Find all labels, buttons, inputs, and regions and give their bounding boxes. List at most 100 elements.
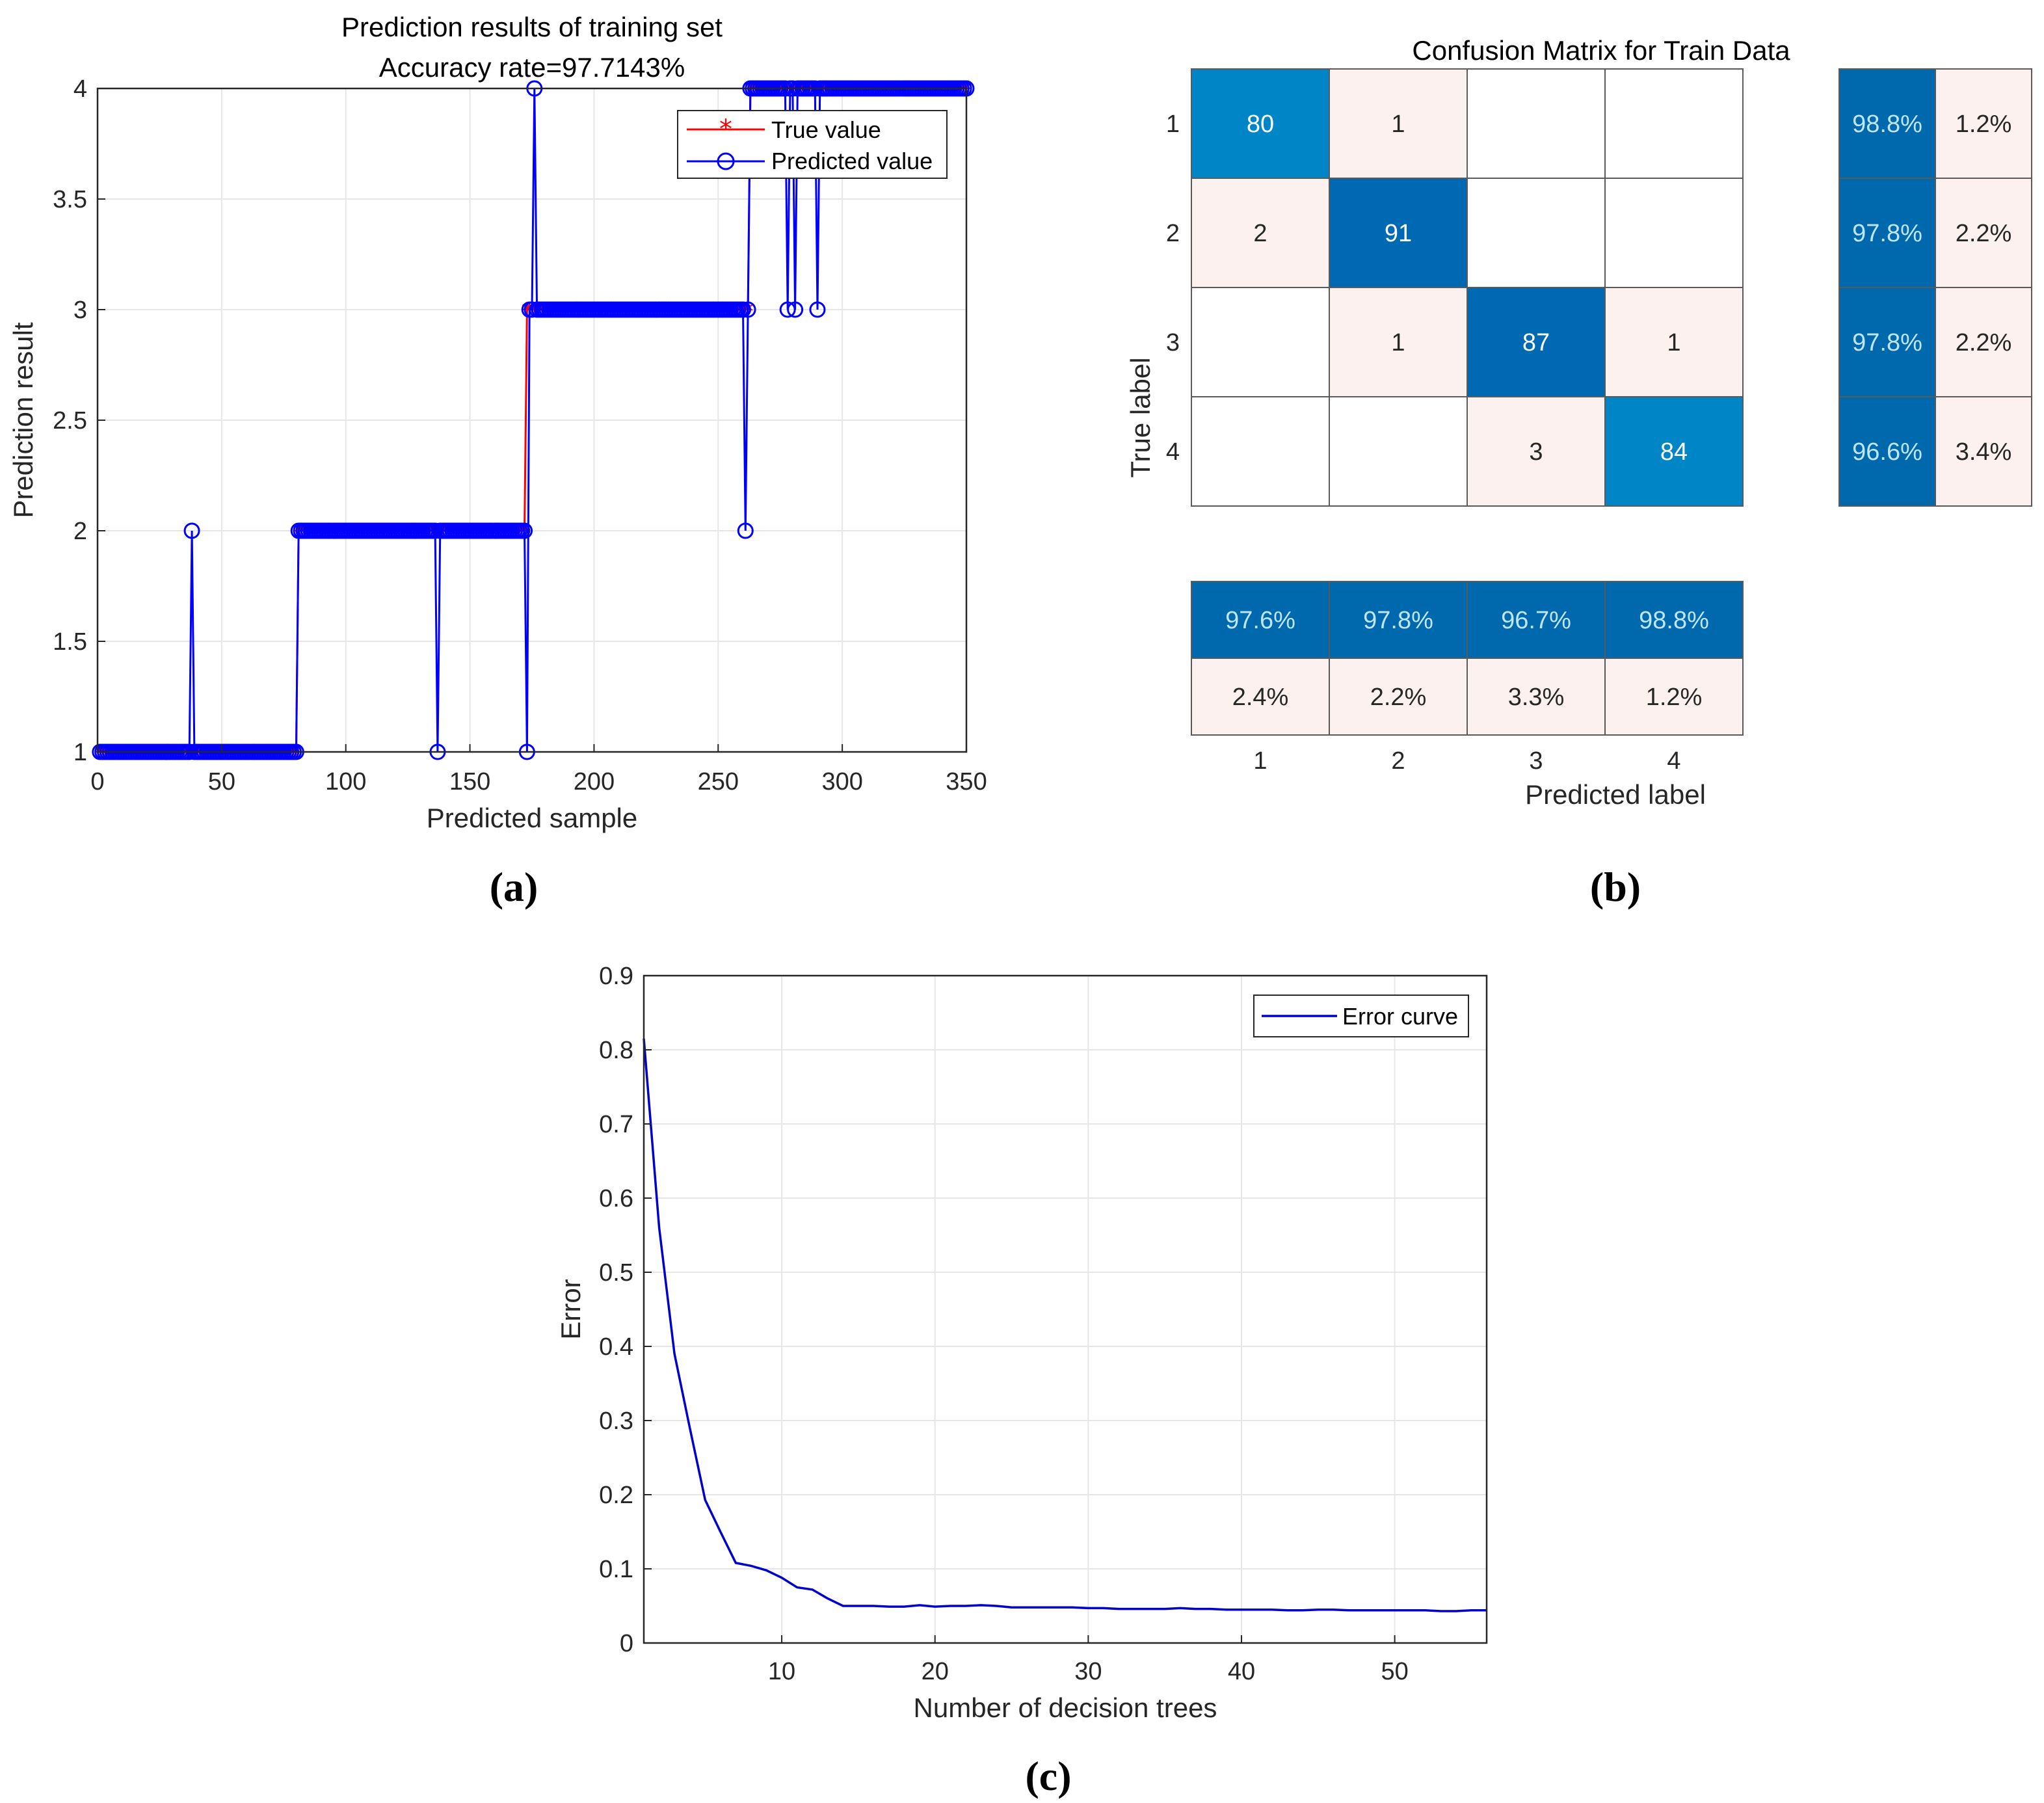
confusion-matrix: 80 1 2 91 1 87 1 3 84 [1191,68,1744,507]
matrix-cell [1467,178,1606,288]
column-summary-wrong-cell [1467,658,1606,736]
chart-a-ylabel: Prediction result [8,322,38,518]
error-curve-line [643,1038,1487,1612]
column-summary-correct-value: 98.8% [1639,607,1709,634]
row-summary-correct-cell [1838,287,1936,397]
chart-c-ytick-label: 0.3 [599,1408,633,1435]
matrix-cell-value: 1 [1391,329,1405,356]
matrix-cell [1191,287,1330,397]
row-summary-wrong-value: 2.2% [1956,329,2012,356]
chart-a-legend-true-label: True value [771,116,881,143]
chart-a-xtick-label: 250 [698,768,739,795]
column-summary-wrong-value: 3.3% [1508,684,1565,711]
row-summary-wrong-cell [1935,178,2032,288]
column-summary-wrong-value: 2.4% [1232,684,1289,711]
chart-a-ytick-label: 3.5 [53,186,87,213]
chart-a-series: ****************************************… [92,77,975,767]
chart-a-xtick-label: 100 [325,768,366,795]
predicted-value-point [737,522,754,539]
column-summary-correct-cell [1467,581,1606,659]
chart-c-xtick-label: 30 [1074,1658,1102,1685]
chart-c: 10 20 30 40 50 0 0.1 0.2 0.3 0.4 0.5 0.6 0.7 0.8 0.9 N… [555,963,1488,1799]
row-summary-correct-value: 97.8% [1852,220,1922,247]
panel-label-a: (a) [490,864,538,910]
true-class-label: 3 [1166,329,1180,356]
chart-c-ytick-label: 0.2 [599,1482,633,1509]
chart-b: Confusion Matrix for Train Data 80 12 911 8… [1125,35,2032,910]
chart-c-ytick-label: 0.5 [599,1259,633,1287]
chart-a-legend: * True value Predicted value [677,110,948,179]
matrix-cell [1604,396,1744,507]
chart-c-ticks: 10 20 30 40 50 0 0.1 0.2 0.3 0.4 0.5 0.6 0.7 0.8 0.9 [599,963,1409,1685]
matrix-cell-value: 1 [1667,329,1680,356]
matrix-cell-value: 1 [1391,111,1405,138]
chart-c-ytick-label: 0.4 [599,1333,633,1361]
chart-a-xtick-label: 0 [90,768,104,795]
predicted-class-label: 4 [1667,747,1680,775]
matrix-cell [1329,178,1468,288]
chart-c-plot-background [644,976,1487,1643]
chart-c-xlabel: Number of decision trees [914,1692,1217,1723]
column-summary-correct-cell [1604,581,1744,659]
matrix-cell [1191,396,1330,507]
matrix-cell-value: 87 [1522,329,1550,356]
chart-a-xtick-label: 350 [946,768,987,795]
chart-a-ticks: 0 50 100 150 200 250 300 350 1 1.5 2 2.5 3 3.5 4 [53,75,987,795]
chart-a-subtitle: Accuracy rate=97.7143% [379,52,685,83]
column-summary-wrong-value: 1.2% [1646,684,1703,711]
chart-c-ytick-label: 0.9 [599,963,633,990]
row-summary-correct-value: 97.8% [1852,329,1922,356]
chart-b-title: Confusion Matrix for Train Data [1412,35,1790,66]
matrix-cell [1329,396,1468,507]
chart-c-ylabel: Error [555,1279,586,1339]
predicted-value-point [739,301,756,318]
matrix-cell [1467,287,1606,397]
chart-a: ****************************************… [8,12,987,910]
chart-c-ytick-label: 0.8 [599,1037,633,1064]
row-summary: 98.8% 1.2% 97.8% 2.2% 97.8% 2.2% 96.6% 3.4% [1838,68,2032,507]
column-summary-correct-value: 97.8% [1363,607,1433,634]
chart-a-ytick-label: 3 [73,297,87,324]
column-summary-wrong-value: 2.2% [1370,684,1427,711]
true-class-label: 1 [1166,111,1180,138]
panel-label-c: (c) [1025,1753,1071,1799]
chart-c-xtick-label: 20 [922,1658,949,1685]
chart-a-legend-box [677,110,948,179]
chart-a-ytick-label: 2.5 [53,407,87,434]
predicted-value-point [787,301,804,318]
predicted-value-point [809,301,826,318]
predicted-class-label: 1 [1253,747,1267,775]
chart-a-xtick-label: 50 [208,768,235,795]
row-summary-correct-value: 98.8% [1852,111,1922,138]
chart-c-plot-frame [643,974,1488,1644]
row-summary-correct-cell [1838,178,1936,288]
matrix-cell-value: 2 [1253,220,1267,247]
class-tick-labels: 1 1 2 2 3 3 4 4 [1166,111,1681,775]
row-summary-correct-value: 96.6% [1852,438,1922,466]
chart-a-legend-true-marker: * [719,114,732,144]
chart-a-xlabel: Predicted sample [427,803,638,833]
chart-b-ylabel: True label [1125,357,1156,477]
true-class-label: 2 [1166,220,1180,247]
predicted-value-point [779,301,796,318]
chart-c-ytick-label: 0.1 [599,1556,633,1583]
matrix-cell [1191,178,1330,288]
chart-c-ytick-label: 0.7 [599,1111,633,1138]
column-summary-correct-cell [1329,581,1468,659]
row-summary-wrong-value: 3.4% [1956,438,2012,466]
predicted-value-point [183,522,200,539]
chart-a-legend-pred-label: Predicted value [771,148,933,174]
matrix-cell [1604,178,1744,288]
matrix-cell [1604,68,1744,179]
column-summary: 97.6% 97.8% 96.7% 98.8% 2.4% 2.2% 3.3% 1.2% [1191,581,1744,736]
matrix-cell-value: 80 [1247,111,1274,138]
column-summary-correct-value: 96.7% [1501,607,1571,634]
row-summary-wrong-cell [1935,287,2032,397]
chart-a-ytick-label: 1.5 [53,628,87,656]
column-summary-correct-value: 97.6% [1225,607,1295,634]
matrix-cell [1604,287,1744,397]
row-summary-wrong-cell [1935,396,2032,507]
chart-c-legend-label: Error curve [1342,1003,1458,1030]
chart-b-xlabel: Predicted label [1525,779,1706,810]
predicted-value-point [516,522,533,539]
